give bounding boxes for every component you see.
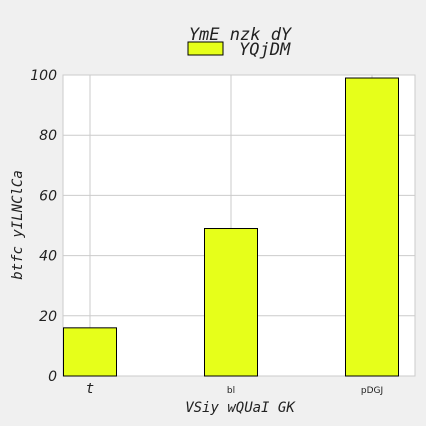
bar-pDGJ <box>345 77 399 377</box>
y-tick-labels: 0 20 40 60 80 100 <box>30 68 57 385</box>
legend-swatch <box>187 41 224 56</box>
y-tick-label: 80 <box>39 128 57 144</box>
y-tick-label: 100 <box>30 68 57 84</box>
legend-label: YQjDM <box>239 40 291 60</box>
y-tick-label: 40 <box>39 249 57 265</box>
bar-bl <box>204 228 258 377</box>
y-tick-label: 60 <box>39 188 57 204</box>
y-tick-label: 0 <box>48 369 57 385</box>
y-tick-label: 20 <box>39 309 57 325</box>
x-tick-label: bl <box>227 386 235 396</box>
bar-t <box>63 327 117 377</box>
chart-title: YmE nzk dY <box>189 25 293 45</box>
x-axis-label: VSiy wQUaI GK <box>185 400 296 416</box>
bars-group <box>63 77 399 377</box>
legend: YQjDM <box>187 40 291 60</box>
y-axis-label: btfc yILNClCa <box>10 170 26 280</box>
x-tick-label: pDGJ <box>361 386 383 396</box>
x-tick-label: t <box>86 381 94 397</box>
x-tick-labels: t bl pDGJ <box>86 381 383 397</box>
